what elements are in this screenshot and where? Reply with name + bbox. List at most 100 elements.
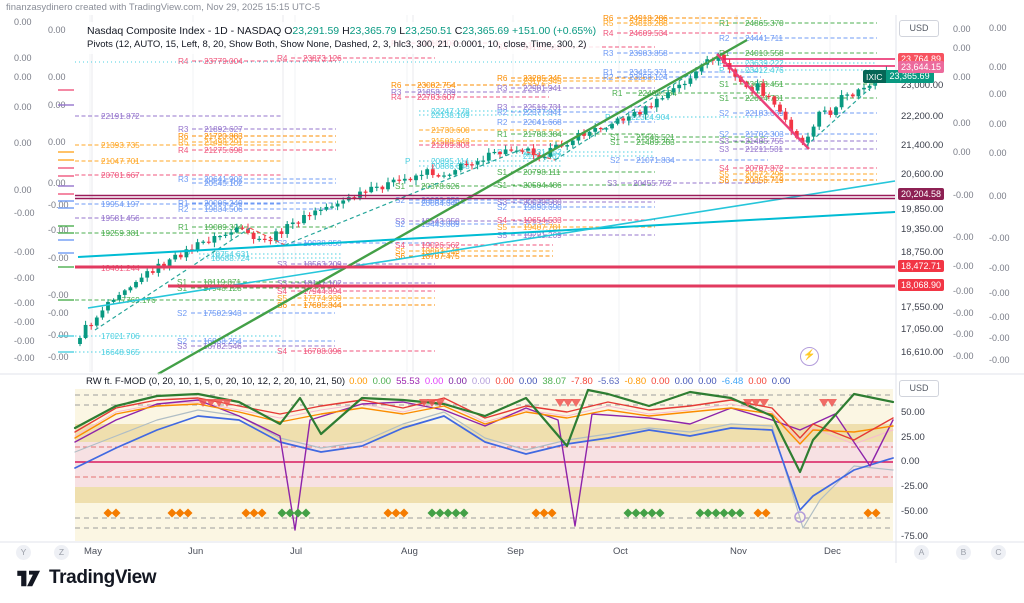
symbol-title[interactable]: Nasdaq Composite Index - 1D - NASDAQ	[87, 25, 282, 37]
svg-text:23082.754: 23082.754	[417, 81, 456, 90]
svg-text:S2: S2	[497, 203, 507, 212]
svg-text:22377.841: 22377.841	[523, 108, 562, 117]
svg-text:S4: S4	[277, 347, 287, 356]
symbol-legend[interactable]: Nasdaq Composite Index - 1D - NASDAQ O23…	[82, 22, 602, 54]
svg-text:22041.668: 22041.668	[523, 118, 562, 127]
svg-text:22183.639: 22183.639	[745, 109, 784, 118]
time-axis-month[interactable]: Aug	[401, 546, 418, 557]
svg-text:R1: R1	[603, 68, 614, 77]
svg-text:R2: R2	[178, 205, 189, 214]
right-scale-label: -0.00	[989, 263, 1010, 273]
time-axis-month[interactable]: Sep	[507, 546, 524, 557]
symbol-tag: IXIC	[863, 70, 886, 83]
attribution-bar: finanzasydinero created with TradingView…	[6, 2, 321, 13]
time-axis-month[interactable]: Jun	[188, 546, 204, 557]
svg-text:22703.607: 22703.607	[417, 93, 456, 102]
svg-text:R3: R3	[603, 49, 614, 58]
left-scale-label: -0.00	[14, 353, 35, 363]
time-axis-month[interactable]: Dec	[824, 546, 841, 557]
svg-text:S3: S3	[277, 279, 287, 288]
svg-text:20356.719: 20356.719	[745, 176, 784, 185]
left-scale-label: 0.00	[14, 17, 32, 27]
chart-canvas[interactable]: 22191.872 21393.735 21047.701 20701.667 1995…	[0, 0, 1024, 566]
svg-text:S2: S2	[610, 156, 620, 165]
svg-text:23415.371: 23415.371	[629, 68, 668, 77]
svg-text:23412.476: 23412.476	[745, 66, 784, 75]
svg-text:23285.245: 23285.245	[523, 74, 562, 83]
tradingview-wordmark: TradingView	[49, 567, 157, 588]
svg-text:24818.288: 24818.288	[629, 19, 668, 28]
svg-text:R3: R3	[497, 84, 508, 93]
right-scale-label: -0.00	[953, 190, 974, 200]
indicator-legend[interactable]: RW ft. F-MOD (0, 20, 10, 1, 5, 0, 20, 10…	[82, 375, 800, 388]
right-scale-label: -0.00	[989, 312, 1010, 322]
svg-text:16868.254: 16868.254	[203, 337, 242, 346]
left-scale-label: -0.00	[48, 200, 69, 210]
time-nav-circle[interactable]: B	[956, 545, 971, 560]
time-axis-month[interactable]: Oct	[613, 546, 628, 557]
time-nav-circle[interactable]: Y	[16, 545, 31, 560]
price-axis-currency-button[interactable]: USD	[899, 20, 939, 37]
indicator-title[interactable]: RW ft. F-MOD (0, 20, 10, 1, 5, 0, 20, 10…	[86, 376, 346, 387]
svg-text:S3: S3	[395, 217, 405, 226]
svg-text:17605.844: 17605.844	[303, 301, 342, 310]
svg-text:23639.222: 23639.222	[745, 59, 784, 68]
svg-text:21393.735: 21393.735	[101, 141, 140, 150]
right-scale-label: -0.00	[989, 355, 1010, 365]
svg-text:S5: S5	[497, 223, 507, 232]
svg-text:P: P	[719, 59, 725, 68]
svg-text:24441.711: 24441.711	[745, 34, 784, 43]
price-axis-label: 20,600.00	[901, 169, 944, 180]
svg-text:R5: R5	[178, 138, 189, 147]
svg-text:R6: R6	[178, 132, 189, 141]
svg-text:R3: R3	[497, 103, 508, 112]
indicator-value: 0.00	[674, 376, 694, 387]
time-nav-circle[interactable]: C	[991, 545, 1006, 560]
svg-text:S1: S1	[719, 80, 729, 89]
svg-text:P: P	[719, 66, 725, 75]
svg-text:P: P	[605, 113, 611, 122]
right-scale-label: 0.00	[953, 43, 971, 53]
svg-text:S3: S3	[607, 179, 617, 188]
svg-text:21858.739: 21858.739	[417, 88, 456, 97]
footer-brand[interactable]: TradingView	[16, 567, 157, 589]
svg-text:S2: S2	[719, 109, 729, 118]
time-axis-month[interactable]: May	[84, 546, 102, 557]
price-axis-label: 21,400.00	[901, 140, 944, 151]
svg-text:R4: R4	[391, 93, 402, 102]
svg-text:20545.102: 20545.102	[204, 179, 243, 188]
svg-text:20504.486: 20504.486	[523, 181, 562, 190]
svg-text:R2: R2	[497, 108, 508, 117]
svg-text:S1: S1	[395, 182, 405, 191]
right-scale-label: 0.00	[953, 24, 971, 34]
svg-text:21231.152: 21231.152	[523, 148, 562, 157]
price-axis-label: 19,350.00	[901, 224, 944, 235]
right-scale-label: -0.00	[953, 329, 974, 339]
svg-text:19443.089: 19443.089	[421, 220, 460, 229]
indicator-value: 0.00	[518, 376, 538, 387]
svg-text:16648.965: 16648.965	[101, 348, 140, 357]
svg-text:S6: S6	[395, 252, 405, 261]
svg-text:20895.114: 20895.114	[431, 157, 470, 166]
pivots-settings-line[interactable]: Pivots (12, AUTO, 15, Left, 8, 20, Show …	[87, 39, 587, 50]
svg-text:S2: S2	[395, 196, 405, 205]
left-scale-label: -0.00	[14, 336, 35, 346]
svg-text:20378.626: 20378.626	[421, 182, 460, 191]
time-nav-circle[interactable]: Z	[54, 545, 69, 560]
svg-text:19221.209: 19221.209	[523, 231, 562, 240]
time-nav-circle[interactable]: A	[914, 545, 929, 560]
left-scale-label: 0.00	[14, 102, 32, 112]
last-price-badge: IXIC 23,365.69	[863, 70, 934, 83]
left-scale-label: -0.00	[48, 330, 69, 340]
indicator-axis-currency-button[interactable]: USD	[899, 380, 939, 397]
svg-text:S1: S1	[177, 278, 187, 287]
svg-text:R6: R6	[391, 81, 402, 90]
svg-text:24918.286: 24918.286	[629, 14, 668, 23]
time-axis-month[interactable]: Jul	[290, 546, 303, 557]
price-axis-label: 18,750.00	[901, 247, 944, 258]
time-axis-month[interactable]: Nov	[730, 546, 747, 557]
svg-text:18141.102: 18141.102	[303, 279, 342, 288]
svg-text:18563.209: 18563.209	[303, 260, 342, 269]
lightning-button[interactable]: ⚡	[800, 347, 819, 366]
svg-text:21489.283: 21489.283	[636, 138, 675, 147]
